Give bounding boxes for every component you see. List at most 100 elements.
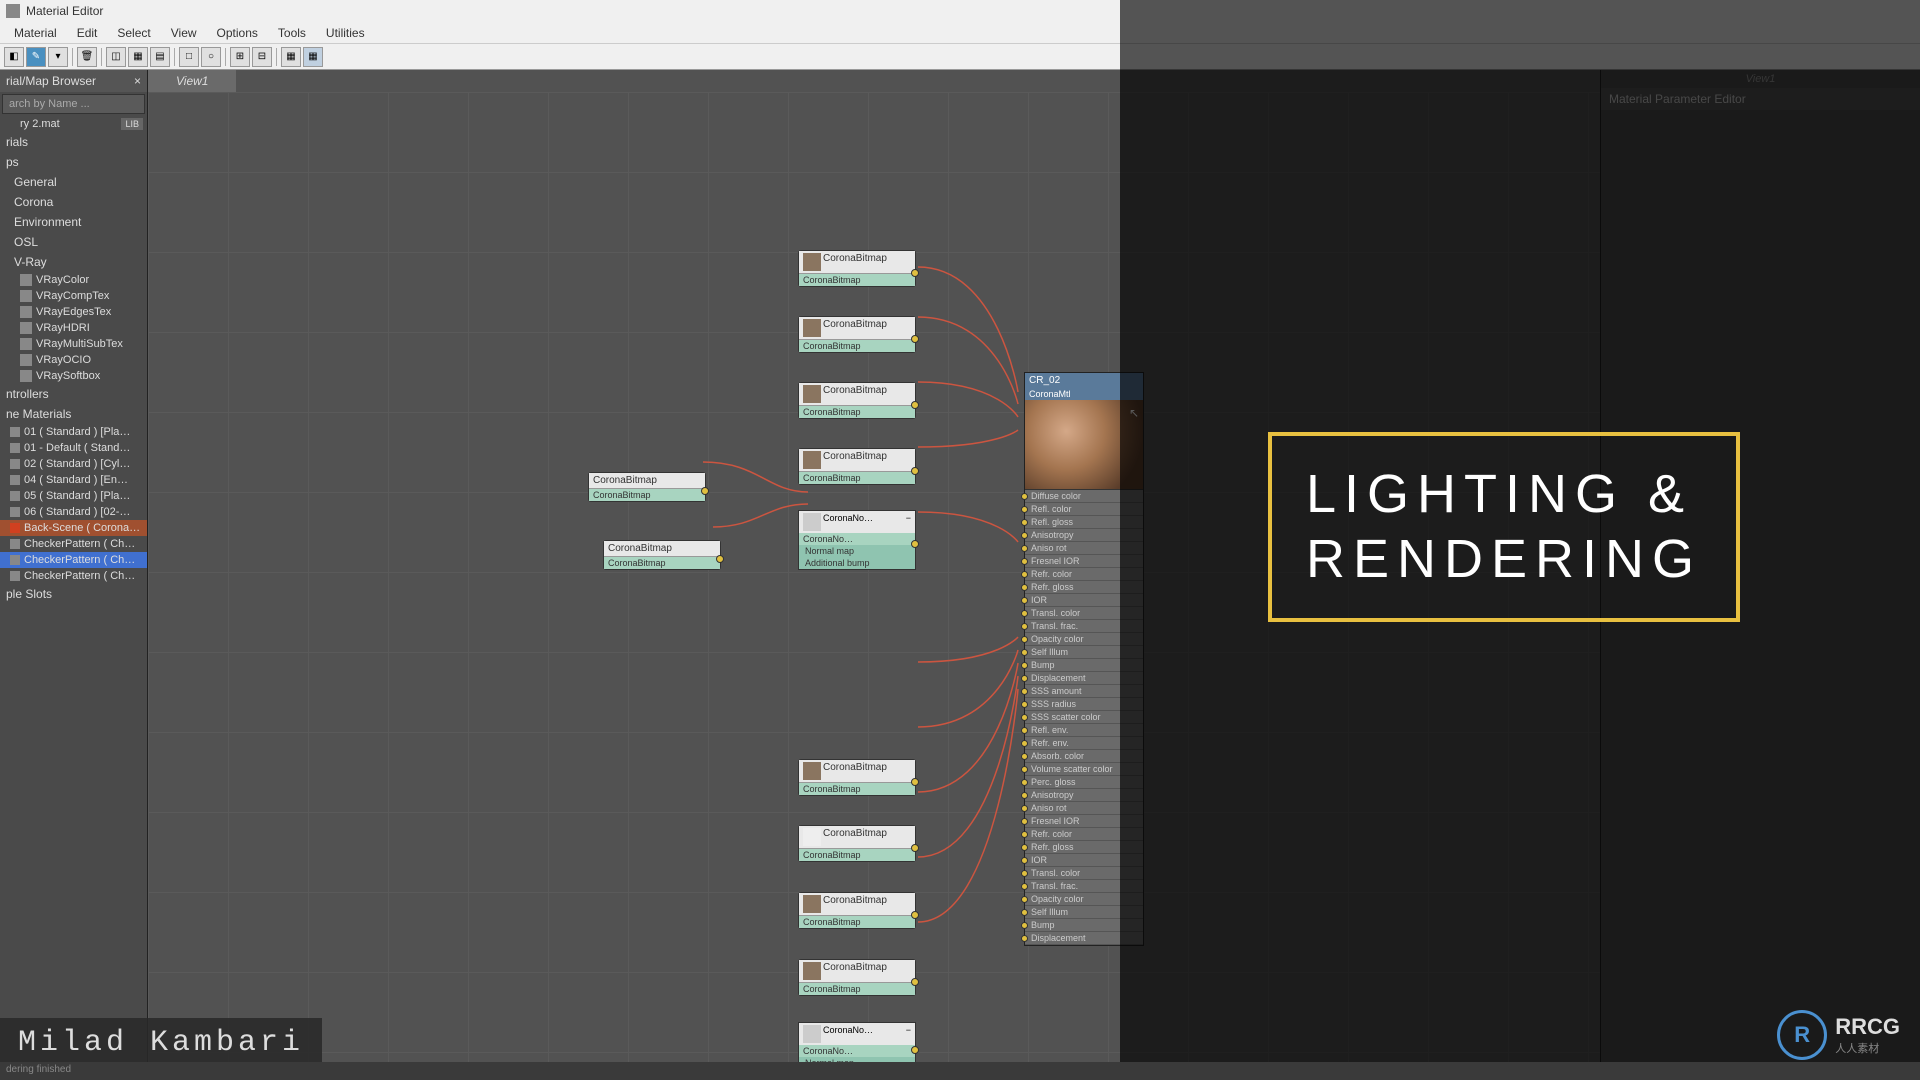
vray-item[interactable]: VRayColor xyxy=(0,272,147,288)
tool-frame-icon[interactable]: □ xyxy=(179,47,199,67)
material-slot[interactable]: Absorb. color xyxy=(1025,750,1143,763)
material-slot[interactable]: Bump xyxy=(1025,659,1143,672)
material-slot[interactable]: Displacement xyxy=(1025,672,1143,685)
material-slot[interactable]: Refr. gloss xyxy=(1025,841,1143,854)
bitmap-node[interactable]: CoronaBitmap CoronaBitmap xyxy=(798,382,916,419)
material-slot[interactable]: SSS scatter color xyxy=(1025,711,1143,724)
material-item-selected[interactable]: Back-Scene ( Corona… xyxy=(0,520,147,536)
bitmap-node[interactable]: CoronaBitmap CoronaBitmap xyxy=(588,472,706,502)
section-osl[interactable]: OSL xyxy=(0,232,147,252)
section-sample-slots[interactable]: ple Slots xyxy=(0,584,147,604)
material-slot[interactable]: Diffuse color xyxy=(1025,490,1143,503)
menu-options[interactable]: Options xyxy=(207,24,268,42)
section-environment[interactable]: Environment xyxy=(0,212,147,232)
material-item-selected[interactable]: CheckerPattern ( Ch… xyxy=(0,552,147,568)
vray-item[interactable]: VRayMultiSubTex xyxy=(0,336,147,352)
view-tab[interactable]: View1 xyxy=(148,70,236,94)
material-slot[interactable]: Bump xyxy=(1025,919,1143,932)
section-scene-materials[interactable]: ne Materials xyxy=(0,404,147,424)
material-slot[interactable]: Self Illum xyxy=(1025,906,1143,919)
material-slot[interactable]: IOR xyxy=(1025,594,1143,607)
section-controllers[interactable]: ntrollers xyxy=(0,384,147,404)
material-item[interactable]: 05 ( Standard ) [Pla… xyxy=(0,488,147,504)
bitmap-node[interactable]: CoronaBitmap CoronaBitmap xyxy=(798,448,916,485)
menu-material[interactable]: Material xyxy=(4,24,67,42)
section-materials[interactable]: rials xyxy=(0,132,147,152)
material-slot[interactable]: Refr. env. xyxy=(1025,737,1143,750)
section-maps[interactable]: ps xyxy=(0,152,147,172)
menu-utilities[interactable]: Utilities xyxy=(316,24,375,42)
bitmap-node[interactable]: CoronaBitmap CoronaBitmap xyxy=(798,892,916,929)
bitmap-node[interactable]: CoronaBitmap CoronaBitmap xyxy=(603,540,721,570)
normal-node[interactable]: CoronaNo…− CoronaNo… Normal map xyxy=(798,1022,916,1062)
material-slot[interactable]: Displacement xyxy=(1025,932,1143,945)
bitmap-node[interactable]: CoronaBitmap CoronaBitmap xyxy=(798,825,916,862)
tool-layout1-icon[interactable]: ◫ xyxy=(106,47,126,67)
collapse-icon[interactable]: − xyxy=(906,1025,911,1043)
material-slot[interactable]: SSS radius xyxy=(1025,698,1143,711)
tool-mode2-icon[interactable]: ▦ xyxy=(303,47,323,67)
vray-item[interactable]: VRayOCIO xyxy=(0,352,147,368)
material-slot[interactable]: Self Illum xyxy=(1025,646,1143,659)
material-slot[interactable]: Refl. gloss xyxy=(1025,516,1143,529)
material-item[interactable]: CheckerPattern ( Ch… xyxy=(0,568,147,584)
tool-pick-icon[interactable]: ◧ xyxy=(4,47,24,67)
material-slot[interactable]: IOR xyxy=(1025,854,1143,867)
tool-layout3-icon[interactable]: ▤ xyxy=(150,47,170,67)
section-general[interactable]: General xyxy=(0,172,147,192)
material-slot[interactable]: Opacity color xyxy=(1025,633,1143,646)
material-slot[interactable]: Transl. frac. xyxy=(1025,620,1143,633)
tool-grid1-icon[interactable]: ⊞ xyxy=(230,47,250,67)
menu-edit[interactable]: Edit xyxy=(67,24,108,42)
menu-tools[interactable]: Tools xyxy=(268,24,316,42)
right-view-tab[interactable]: View1 xyxy=(1601,70,1920,88)
tool-eyedrop-icon[interactable]: ✎ xyxy=(26,47,46,67)
material-slot[interactable]: Refr. gloss xyxy=(1025,581,1143,594)
tool-layout2-icon[interactable]: ▦ xyxy=(128,47,148,67)
material-slot[interactable]: Refr. color xyxy=(1025,568,1143,581)
bitmap-node[interactable]: CoronaBitmap CoronaBitmap xyxy=(798,959,916,996)
material-node[interactable]: CR_02 CoronaMtl ↖ Diffuse colorRefl. col… xyxy=(1024,372,1144,946)
material-slot[interactable]: Opacity color xyxy=(1025,893,1143,906)
material-item[interactable]: 01 - Default ( Stand… xyxy=(0,440,147,456)
material-slot[interactable]: SSS amount xyxy=(1025,685,1143,698)
material-slot[interactable]: Refr. color xyxy=(1025,828,1143,841)
collapse-icon[interactable]: − xyxy=(906,513,911,531)
material-slot[interactable]: Fresnel IOR xyxy=(1025,555,1143,568)
bitmap-node[interactable]: CoronaBitmap CoronaBitmap xyxy=(798,759,916,796)
menu-view[interactable]: View xyxy=(161,24,207,42)
library-item[interactable]: ry 2.mat LIB xyxy=(0,116,147,132)
material-item[interactable]: 02 ( Standard ) [Cyl… xyxy=(0,456,147,472)
tool-circle-icon[interactable]: ○ xyxy=(201,47,221,67)
material-slot[interactable]: Transl. color xyxy=(1025,607,1143,620)
bitmap-node[interactable]: CoronaBitmap CoronaBitmap xyxy=(798,250,916,287)
normal-node[interactable]: CoronaNo…− CoronaNo… Normal map Addition… xyxy=(798,510,916,570)
material-slot[interactable]: Fresnel IOR xyxy=(1025,815,1143,828)
search-input[interactable]: arch by Name ... xyxy=(2,94,145,114)
material-item[interactable]: 04 ( Standard ) [En… xyxy=(0,472,147,488)
material-slot[interactable]: Perc. gloss xyxy=(1025,776,1143,789)
tool-mode1-icon[interactable]: ▦ xyxy=(281,47,301,67)
material-slot[interactable]: Refl. env. xyxy=(1025,724,1143,737)
vray-item[interactable]: VRayHDRI xyxy=(0,320,147,336)
material-slot[interactable]: Transl. color xyxy=(1025,867,1143,880)
menu-select[interactable]: Select xyxy=(107,24,160,42)
vray-item[interactable]: VRayCompTex xyxy=(0,288,147,304)
tool-grid2-icon[interactable]: ⊟ xyxy=(252,47,272,67)
tool-delete-icon[interactable]: 🗑 xyxy=(77,47,97,67)
vray-item[interactable]: VRaySoftbox xyxy=(0,368,147,384)
material-item[interactable]: CheckerPattern ( Ch… xyxy=(0,536,147,552)
section-vray[interactable]: V-Ray xyxy=(0,252,147,272)
material-slot[interactable]: Anisotropy xyxy=(1025,529,1143,542)
section-corona[interactable]: Corona xyxy=(0,192,147,212)
bitmap-node[interactable]: CoronaBitmap CoronaBitmap xyxy=(798,316,916,353)
material-item[interactable]: 01 ( Standard ) [Pla… xyxy=(0,424,147,440)
tool-dropdown-icon[interactable]: ▾ xyxy=(48,47,68,67)
material-slot[interactable]: Aniso rot xyxy=(1025,542,1143,555)
material-slot[interactable]: Volume scatter color xyxy=(1025,763,1143,776)
close-icon[interactable]: × xyxy=(134,74,141,88)
material-slot[interactable]: Aniso rot xyxy=(1025,802,1143,815)
material-item[interactable]: 06 ( Standard ) [02-… xyxy=(0,504,147,520)
material-slot[interactable]: Refl. color xyxy=(1025,503,1143,516)
material-slot[interactable]: Anisotropy xyxy=(1025,789,1143,802)
